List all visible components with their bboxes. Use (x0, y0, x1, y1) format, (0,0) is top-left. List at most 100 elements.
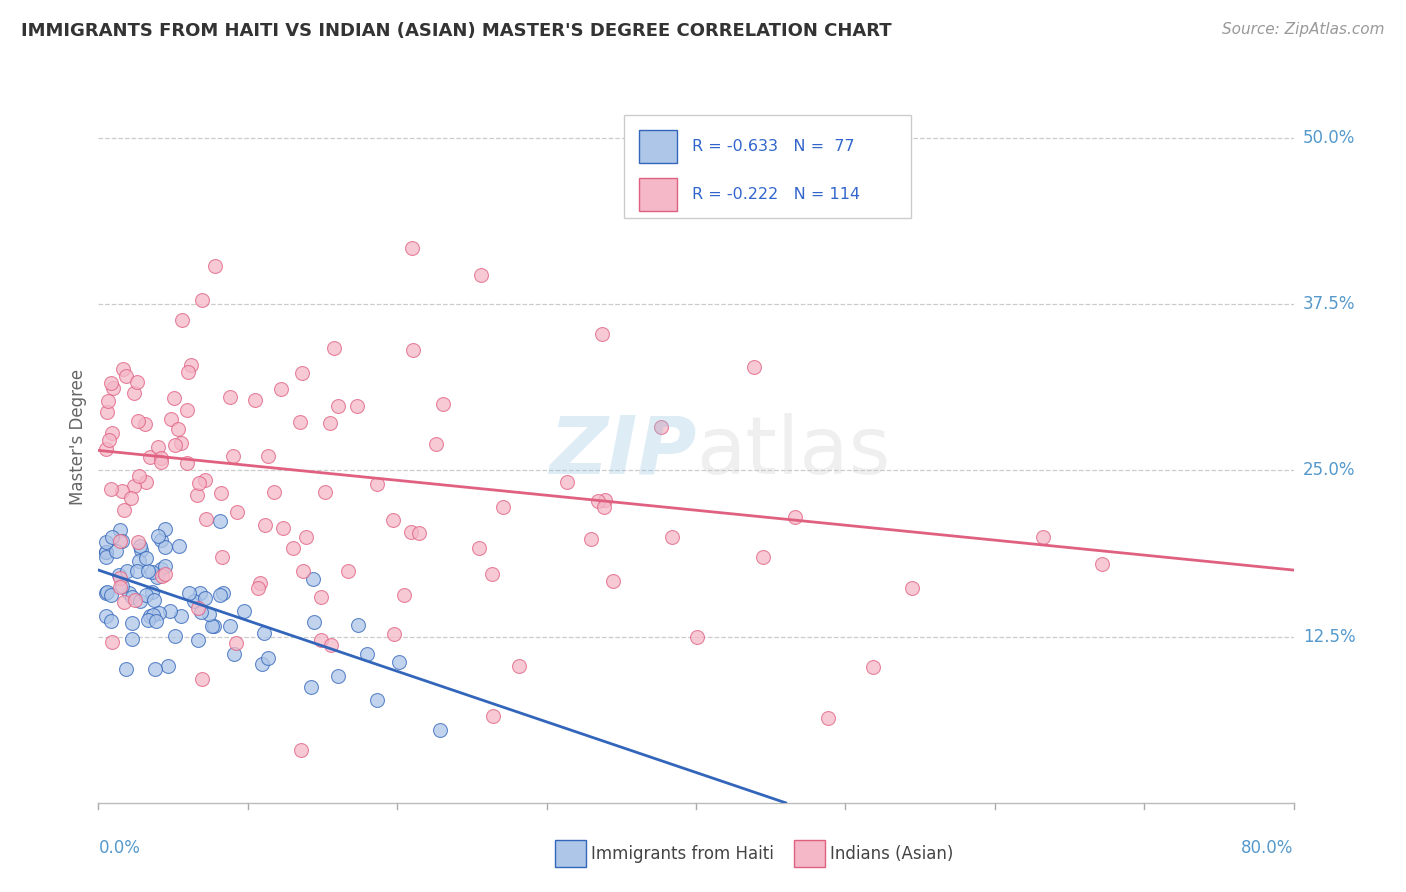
Point (246, 582, 269, 596)
Text: IMMIGRANTS FROM HAITI VS INDIAN (ASIAN) MASTER'S DEGREE CORRELATION CHART: IMMIGRANTS FROM HAITI VS INDIAN (ASIAN) … (21, 22, 891, 40)
Point (96, 442, 118, 457)
Y-axis label: Master's Degree: Master's Degree (69, 369, 87, 505)
Point (170, 435, 193, 450)
Point (252, 625, 274, 640)
Point (233, 604, 256, 618)
Point (302, 572, 325, 586)
Point (122, 385, 145, 400)
Point (555, 475, 578, 489)
Point (180, 358, 202, 372)
Point (224, 636, 246, 650)
Point (176, 456, 198, 470)
Point (226, 505, 249, 519)
Point (785, 510, 807, 524)
Point (143, 592, 166, 607)
Point (186, 488, 208, 502)
Point (481, 566, 503, 581)
Point (141, 585, 163, 599)
Text: Indians (Asian): Indians (Asian) (830, 845, 953, 863)
Text: R = -0.633   N =  77: R = -0.633 N = 77 (692, 139, 855, 154)
Point (121, 632, 143, 646)
Point (149, 450, 172, 465)
Point (155, 567, 177, 582)
Point (204, 259, 226, 273)
Point (108, 533, 131, 548)
Point (337, 564, 360, 578)
Point (177, 586, 200, 600)
Point (482, 709, 505, 723)
Point (108, 568, 131, 582)
Point (136, 613, 159, 627)
Point (593, 492, 616, 507)
Point (190, 605, 212, 619)
Point (121, 590, 143, 604)
Point (127, 564, 149, 578)
Text: Immigrants from Haiti: Immigrants from Haiti (591, 845, 773, 863)
Point (167, 540, 190, 554)
Point (256, 449, 278, 463)
Point (159, 604, 181, 618)
Point (492, 500, 515, 515)
Point (402, 343, 425, 357)
Text: 12.5%: 12.5% (1303, 628, 1355, 646)
Text: 80.0%: 80.0% (1241, 839, 1294, 857)
Point (742, 360, 765, 375)
Point (661, 530, 683, 544)
Text: ZIP: ZIP (548, 413, 696, 491)
Point (366, 477, 388, 491)
Point (290, 415, 312, 429)
Point (128, 469, 150, 483)
Point (202, 619, 225, 633)
Point (586, 494, 609, 508)
Point (94, 586, 117, 600)
Point (209, 486, 232, 500)
Point (94, 550, 117, 565)
Point (470, 268, 492, 283)
Point (382, 627, 405, 641)
Point (111, 534, 134, 549)
Point (382, 513, 405, 527)
Point (105, 544, 128, 558)
Point (328, 669, 350, 683)
Point (145, 615, 167, 629)
Point (211, 586, 233, 600)
Text: 25.0%: 25.0% (1303, 461, 1355, 479)
Point (131, 543, 153, 558)
Point (94, 534, 117, 549)
Point (290, 366, 312, 380)
Point (347, 618, 370, 632)
Point (191, 672, 214, 686)
Point (194, 591, 217, 606)
Point (321, 639, 343, 653)
Point (96, 584, 118, 599)
Point (425, 437, 447, 451)
Point (128, 554, 150, 568)
Point (153, 559, 176, 574)
Point (211, 549, 233, 564)
Point (100, 530, 122, 544)
Point (148, 606, 170, 620)
Point (1032, 530, 1054, 544)
Point (186, 633, 208, 648)
Point (127, 414, 149, 428)
Point (302, 615, 325, 629)
Point (98, 433, 121, 447)
Point (650, 419, 672, 434)
Point (128, 594, 150, 608)
Text: 37.5%: 37.5% (1303, 295, 1355, 313)
Point (163, 438, 186, 452)
Text: 0.0%: 0.0% (98, 839, 141, 857)
Point (253, 518, 276, 533)
Point (122, 479, 145, 493)
Point (156, 658, 179, 673)
Point (100, 426, 122, 441)
Point (270, 382, 292, 396)
Point (115, 368, 138, 383)
Point (129, 539, 152, 553)
Point (100, 614, 122, 628)
Point (177, 364, 200, 378)
Point (219, 390, 242, 404)
Point (163, 629, 186, 643)
Point (394, 588, 416, 602)
Point (187, 476, 209, 491)
